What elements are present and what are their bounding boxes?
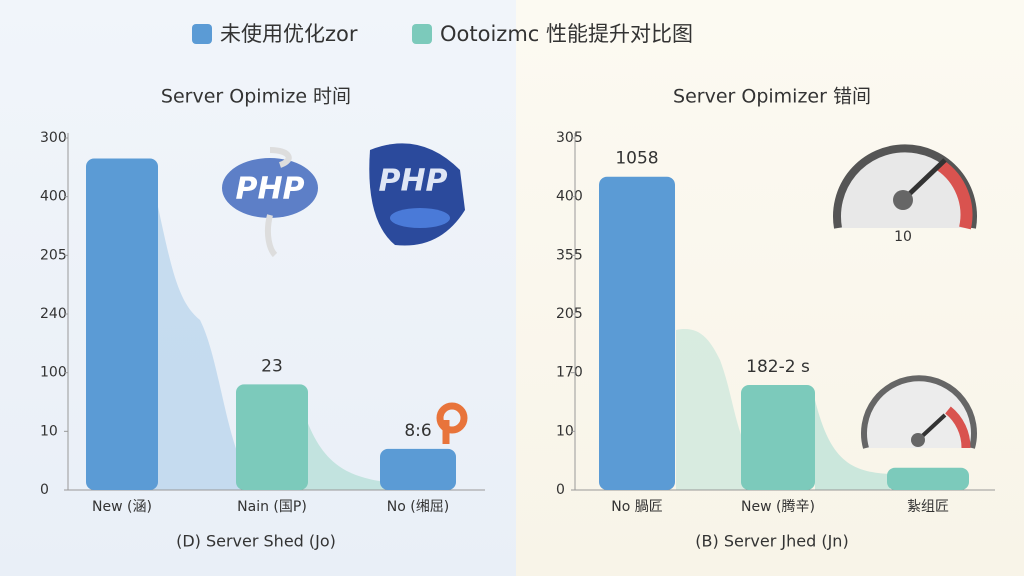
bar xyxy=(887,467,969,490)
p-icon xyxy=(436,402,468,444)
legend-label: 未使用优化zor xyxy=(220,22,358,46)
y-tick-label: 100 xyxy=(40,365,67,381)
y-tick-label: 170 xyxy=(556,365,583,381)
y-tick-label: 400 xyxy=(40,189,67,205)
bar xyxy=(86,158,158,491)
x-tick-label: New (腾辛) xyxy=(741,498,815,515)
y-tick-label: 10 xyxy=(40,423,58,439)
svg-text:PHP: PHP xyxy=(235,172,304,207)
y-tick-label: 205 xyxy=(556,306,583,322)
y-tick-label: 0 xyxy=(556,482,565,498)
y-tick-label: 205 xyxy=(40,247,67,263)
x-tick-label: No 腡匠 xyxy=(611,499,663,515)
y-tick-label: 400 xyxy=(556,189,583,205)
bar xyxy=(599,176,675,490)
y-tick-label: 240 xyxy=(40,306,67,322)
y-tick-label: 0 xyxy=(40,482,49,498)
bar xyxy=(380,448,456,490)
php-logo: PHP xyxy=(369,143,465,246)
value-label: 23 xyxy=(261,356,283,376)
area-decoration xyxy=(300,400,400,490)
x-axis-label: (D) Server Shed (Jo) xyxy=(176,532,336,551)
chart-title: Server Opimizer 错间 xyxy=(673,86,871,108)
legend-swatch xyxy=(192,24,212,44)
bar xyxy=(741,384,815,490)
y-tick-label: 10 xyxy=(556,423,574,439)
svg-text:PHP: PHP xyxy=(378,164,447,199)
x-tick-label: 紥组匠 xyxy=(907,499,949,515)
area-decoration xyxy=(676,329,760,490)
y-tick-label: 355 xyxy=(556,247,583,263)
value-label: 1058 xyxy=(615,149,658,169)
x-tick-label: Nain (国P) xyxy=(237,499,307,515)
php-logo: PHP xyxy=(222,147,318,258)
y-tick-label: 305 xyxy=(556,130,583,146)
area-decoration xyxy=(150,170,300,490)
gauge-label: 10 xyxy=(894,229,912,245)
value-label: 182-2 s xyxy=(746,357,810,377)
legend-swatch xyxy=(412,24,432,44)
x-axis-label: (B) Server Jhed (Jn) xyxy=(695,532,848,551)
chart-title: Server Opimize 时间 xyxy=(161,86,351,108)
area-decoration xyxy=(815,400,890,490)
x-tick-label: No (缃屈) xyxy=(387,499,449,515)
gauge xyxy=(833,144,977,230)
legend-label: Ootoizmc 性能提升对比图 xyxy=(440,22,693,46)
x-tick-label: New (涵) xyxy=(92,499,152,515)
gauge xyxy=(861,375,977,449)
value-label: 8:6 xyxy=(404,421,431,441)
bar xyxy=(236,384,308,490)
y-tick-label: 300 xyxy=(40,130,67,146)
